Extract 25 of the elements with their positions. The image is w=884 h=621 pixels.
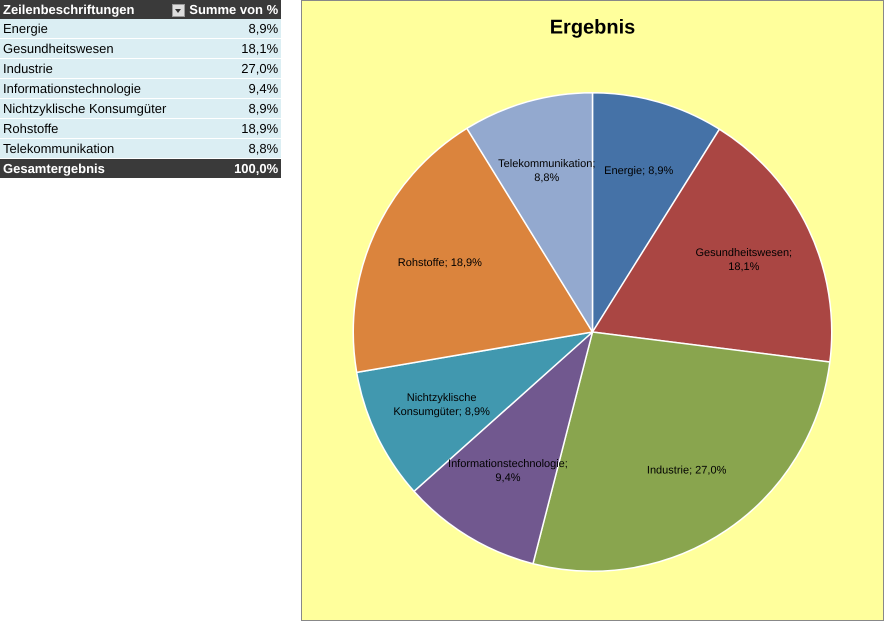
text: 27,0% bbox=[169, 58, 282, 78]
text: 9,4% bbox=[169, 78, 282, 98]
text: 8,9% bbox=[169, 98, 282, 118]
text: 18,9% bbox=[169, 118, 282, 138]
slice-label: Telekommunikation; 8,8% bbox=[498, 158, 596, 184]
text: Gesamtergebnis bbox=[0, 158, 170, 178]
text: 100,0% bbox=[169, 158, 282, 178]
text: Energie bbox=[0, 19, 170, 38]
text: 8,8% bbox=[169, 138, 282, 158]
chart-title: Ergebnis bbox=[550, 16, 636, 39]
text: Industrie bbox=[0, 58, 170, 78]
slice-label: Industrie; 27,0% bbox=[646, 464, 727, 477]
text: Rohstoffe bbox=[0, 118, 170, 138]
slice-label: Nichtzyklische Konsumgüter; 8,9% bbox=[393, 392, 490, 418]
text: Zeilenbeschriftungen bbox=[0, 0, 170, 19]
text: Informationstechnologie bbox=[0, 78, 170, 98]
text: Summe von % bbox=[169, 0, 282, 19]
slice-label: Energie; 8,9% bbox=[604, 165, 674, 178]
text: Gesundheitswesen bbox=[0, 38, 170, 58]
slice-label: Gesundheitswesen; 18,1% bbox=[696, 247, 792, 274]
slice-label: Rohstoffe; 18,9% bbox=[398, 257, 482, 270]
text: 8,9% bbox=[169, 19, 282, 38]
text: 18,1% bbox=[169, 38, 282, 58]
text: Nichtzyklische Konsumgüter bbox=[0, 98, 170, 118]
text: Telekommunikation bbox=[0, 138, 170, 158]
